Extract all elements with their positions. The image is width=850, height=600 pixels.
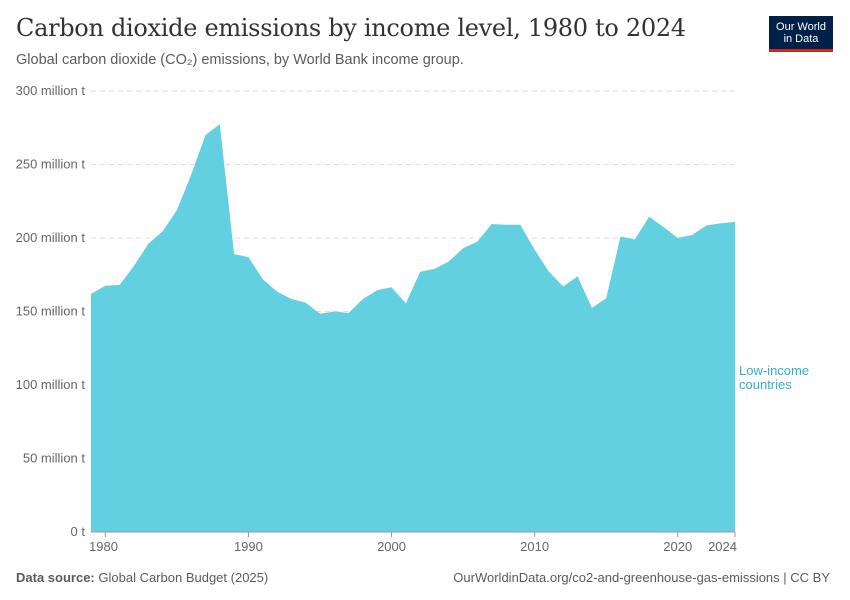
y-tick-label: 250 million t — [16, 157, 86, 172]
y-tick-label: 50 million t — [23, 451, 86, 466]
y-tick-label: 0 t — [71, 524, 86, 539]
x-tick-label: 2000 — [377, 539, 406, 554]
y-axis: 0 t 50 million t 100 million t 150 million … — [16, 83, 86, 539]
series-label-low-income[interactable]: Low-income — [739, 363, 809, 378]
chart-title: Carbon dioxide emissions by income level… — [16, 14, 686, 42]
logo-line-1: Our World — [776, 21, 826, 33]
y-tick-label: 150 million t — [16, 304, 86, 319]
data-source-value[interactable]: Global Carbon Budget (2025) — [98, 570, 269, 585]
x-tick-label: 2020 — [663, 539, 692, 554]
y-tick-label: 100 million t — [16, 377, 86, 392]
y-tick-label: 200 million t — [16, 230, 86, 245]
x-tick-label: 1980 — [89, 539, 118, 554]
x-tick-label: 2010 — [520, 539, 549, 554]
data-source-label: Data source: — [16, 570, 95, 585]
chart-area: 0 t 50 million t 100 million t 150 million … — [16, 83, 809, 554]
x-tick-label: 1990 — [234, 539, 263, 554]
logo-line-2: in Data — [783, 33, 819, 45]
data-source: Data source: Global Carbon Budget (2025) — [16, 570, 268, 585]
series-area-low-income[interactable] — [91, 124, 735, 532]
owid-logo[interactable]: Our World in Data — [769, 16, 833, 52]
chart-subtitle: Global carbon dioxide (CO₂) emissions, b… — [16, 52, 464, 68]
source-url[interactable]: OurWorldinData.org/co2-and-greenhouse-ga… — [453, 570, 830, 585]
x-axis: 1980 1990 2000 2010 2020 2024 — [89, 531, 737, 554]
area-series — [91, 124, 735, 532]
y-tick-label: 300 million t — [16, 83, 86, 98]
series-label-low-income[interactable]: countries — [739, 377, 792, 392]
x-tick-label: 2024 — [708, 539, 737, 554]
